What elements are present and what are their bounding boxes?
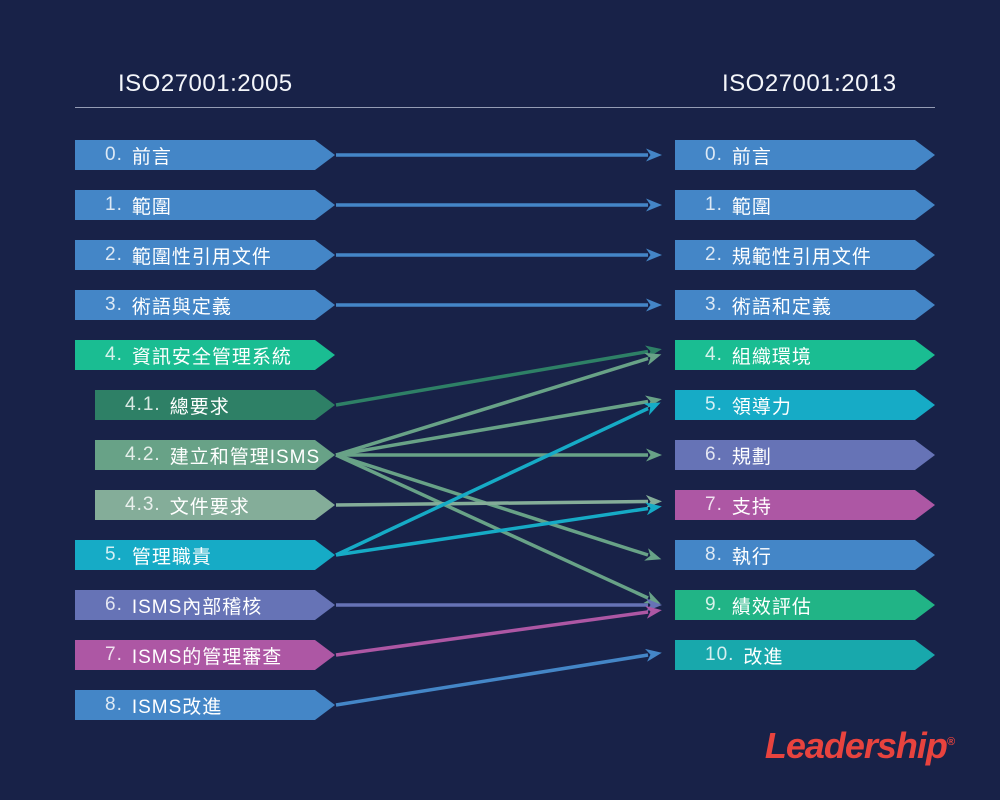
clause-label: 術語和定義 xyxy=(731,296,832,318)
clause-bar-R7: 7. 支持 xyxy=(675,490,935,520)
clause-number: 5. xyxy=(105,544,123,565)
clause-bar-R8: 8. 執行 xyxy=(675,540,935,570)
clause-label: ISMS內部稽核 xyxy=(131,596,263,618)
clause-bar-R2: 2. 規範性引用文件 xyxy=(675,240,935,270)
clause-label: 執行 xyxy=(731,546,772,568)
connector-L41-R4 xyxy=(335,345,662,407)
connector-L5-R5 xyxy=(335,402,661,557)
clause-bar-L8: 8. ISMS改進 xyxy=(75,690,335,720)
clause-number: 4.3. xyxy=(125,494,161,515)
clause-bar-R10: 10. 改進 xyxy=(675,640,935,670)
clause-label: 總要求 xyxy=(169,396,230,418)
clause-label: 前言 xyxy=(131,146,172,168)
clause-bar-L0: 0. 前言 xyxy=(75,140,335,170)
clause-label: 範圍 xyxy=(731,196,772,218)
clause-label: 規劃 xyxy=(731,446,772,468)
leadership-logo-text: Leadership xyxy=(764,725,948,766)
connector-L42-R4 xyxy=(335,352,662,457)
clause-bar-R3: 3. 術語和定義 xyxy=(675,290,935,320)
clause-number: 9. xyxy=(705,594,723,615)
clause-number: 3. xyxy=(105,294,123,315)
clause-number: 1. xyxy=(105,194,123,215)
leadership-logo: Leadership® xyxy=(655,722,955,766)
clause-number: 2. xyxy=(705,244,723,265)
clause-number: 4. xyxy=(705,344,723,365)
clause-number: 4.2. xyxy=(125,444,161,465)
clause-label: 術語與定義 xyxy=(131,296,232,318)
clause-label: 績效評估 xyxy=(731,596,812,618)
clause-number: 2. xyxy=(105,244,123,265)
clause-label: 領導力 xyxy=(731,396,792,418)
clause-bar-L1: 1. 範圍 xyxy=(75,190,335,220)
clause-label: 資訊安全管理系統 xyxy=(131,346,292,368)
clause-number: 7. xyxy=(705,494,723,515)
clause-bar-R6: 6. 規劃 xyxy=(675,440,935,470)
clause-number: 10. xyxy=(705,644,735,665)
clause-bar-L42: 4.2. 建立和管理ISMS xyxy=(95,440,335,470)
clause-number: 0. xyxy=(705,144,723,165)
connector-L8-R10 xyxy=(335,648,662,707)
clause-label: ISMS的管理審查 xyxy=(131,646,283,668)
clause-bar-R4: 4. 組織環境 xyxy=(675,340,935,370)
clause-label: ISMS改進 xyxy=(131,696,223,718)
clause-bar-R5: 5. 領導力 xyxy=(675,390,935,420)
registered-mark: ® xyxy=(946,736,955,748)
clause-number: 8. xyxy=(105,694,123,715)
connector-L43-R7 xyxy=(335,495,662,509)
clause-label: 支持 xyxy=(731,496,772,518)
clause-label: 建立和管理ISMS xyxy=(169,446,321,468)
clause-bar-L2: 2. 範圍性引用文件 xyxy=(75,240,335,270)
clause-number: 4. xyxy=(105,344,123,365)
clause-bar-L7: 7. ISMS的管理審查 xyxy=(75,640,335,670)
clause-label: 組織環境 xyxy=(731,346,812,368)
clause-bar-L41: 4.1. 總要求 xyxy=(95,390,335,420)
connector-L42-R9 xyxy=(335,453,661,604)
connector-L42-R5 xyxy=(335,395,662,457)
left-column-title: ISO27001:2005 xyxy=(118,70,293,97)
clause-bar-L3: 3. 術語與定義 xyxy=(75,290,335,320)
clause-number: 3. xyxy=(705,294,723,315)
clause-label: 範圍性引用文件 xyxy=(131,246,272,268)
connector-L7-R9 xyxy=(335,605,662,657)
clause-bar-L43: 4.3. 文件要求 xyxy=(95,490,335,520)
clause-number: 6. xyxy=(105,594,123,615)
clause-bar-L4: 4. 資訊安全管理系統 xyxy=(75,340,335,370)
right-column-title: ISO27001:2013 xyxy=(722,70,897,97)
clause-label: 前言 xyxy=(731,146,772,168)
clause-bar-R9: 9. 績效評估 xyxy=(675,590,935,620)
clause-bar-R0: 0. 前言 xyxy=(675,140,935,170)
header-divider-line xyxy=(75,107,935,108)
clause-number: 7. xyxy=(105,644,123,665)
clause-bar-L6: 6. ISMS內部稽核 xyxy=(75,590,335,620)
connector-L5-R7 xyxy=(335,502,662,557)
clause-label: 規範性引用文件 xyxy=(731,246,872,268)
clause-label: 管理職責 xyxy=(131,546,212,568)
clause-number: 4.1. xyxy=(125,394,161,415)
clause-label: 範圍 xyxy=(131,196,172,218)
clause-bar-R1: 1. 範圍 xyxy=(675,190,935,220)
clause-number: 1. xyxy=(705,194,723,215)
clause-label: 文件要求 xyxy=(169,496,250,518)
clause-number: 8. xyxy=(705,544,723,565)
clause-number: 5. xyxy=(705,394,723,415)
clause-label: 改進 xyxy=(743,646,784,668)
clause-number: 6. xyxy=(705,444,723,465)
clause-bar-L5: 5. 管理職責 xyxy=(75,540,335,570)
clause-number: 0. xyxy=(105,144,123,165)
